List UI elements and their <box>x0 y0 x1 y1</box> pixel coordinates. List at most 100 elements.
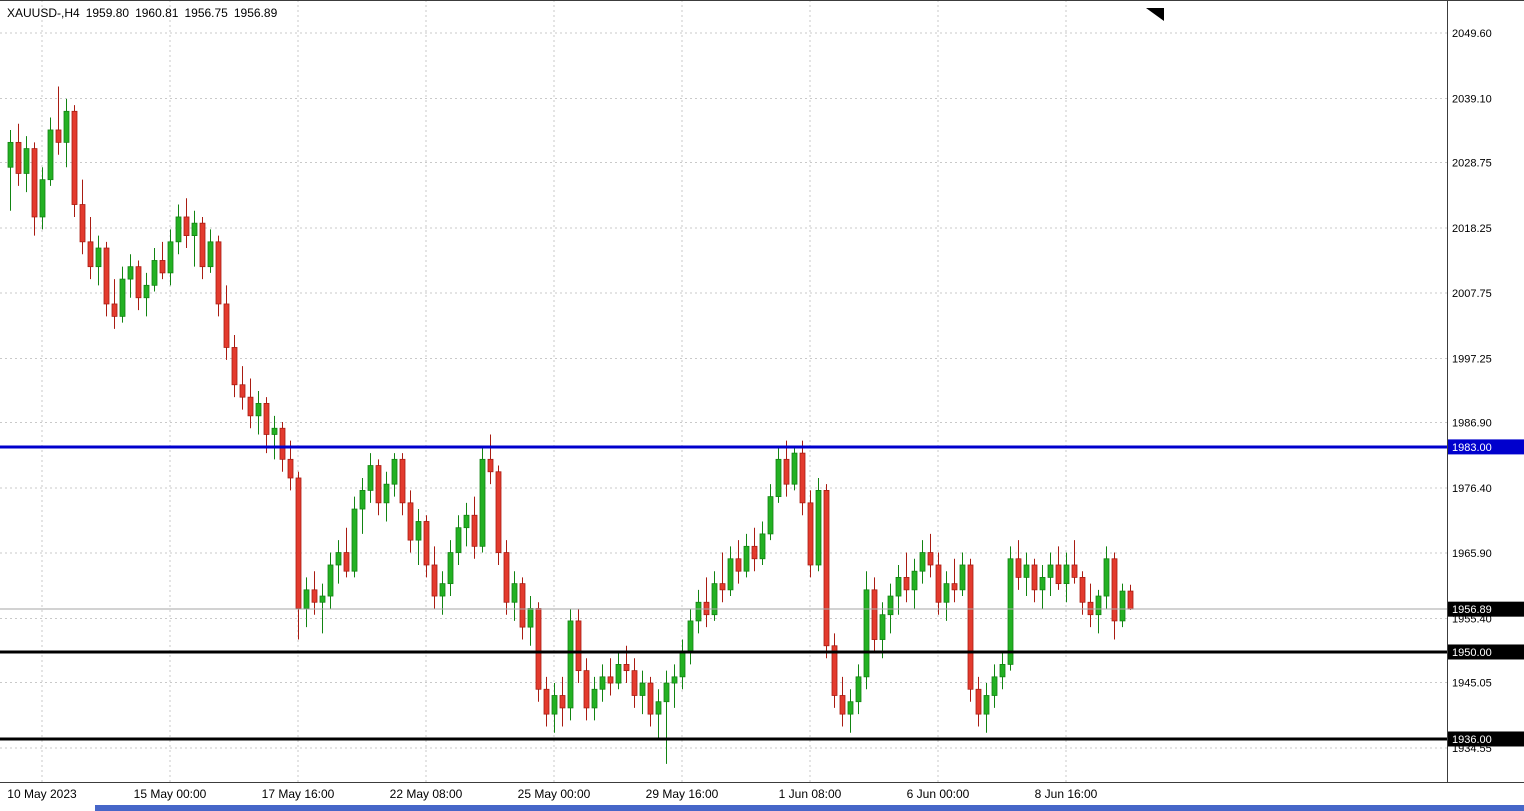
bull-candle <box>63 110 70 143</box>
bull-candle <box>855 676 862 703</box>
horizontal-scrollbar[interactable] <box>0 805 1524 811</box>
price-tick-label: 1976.40 <box>1452 483 1492 495</box>
price-tag-bg <box>1448 439 1524 455</box>
bear-candle <box>559 695 566 709</box>
price-tick-label: 2049.60 <box>1452 28 1492 40</box>
bear-candle <box>263 402 270 435</box>
bull-candle <box>95 247 102 268</box>
bull-candle <box>367 465 374 491</box>
bear-candle <box>583 670 590 709</box>
bull-candle <box>271 427 278 435</box>
bear-candle <box>495 471 502 553</box>
bear-candle <box>575 620 582 672</box>
bull-candle <box>695 601 702 622</box>
bull-candle <box>1095 595 1102 616</box>
bull-candle <box>39 179 46 218</box>
bull-candle <box>663 682 670 703</box>
bull-candle <box>23 148 30 174</box>
bull-candle <box>1119 590 1126 622</box>
bull-candle <box>327 564 334 597</box>
bull-candle <box>759 533 766 560</box>
price-tag: 1936.00 <box>1448 731 1524 747</box>
bull-candle <box>655 701 662 715</box>
bear-candle <box>431 564 438 597</box>
price-tick-label: 2007.75 <box>1452 288 1492 300</box>
candles-layer <box>7 86 1134 764</box>
price-tag-label: 1936.00 <box>1452 734 1492 746</box>
bear-candle <box>647 682 654 715</box>
symbol-period-label: XAUUSD-,H4 <box>7 6 80 20</box>
bull-candle <box>415 521 422 541</box>
bear-candle <box>807 502 814 566</box>
bull-candle <box>207 241 214 268</box>
bull-candle <box>911 570 918 591</box>
bull-candle <box>303 589 310 609</box>
bear-candle <box>375 465 382 504</box>
bull-candle <box>711 583 718 616</box>
bear-candle <box>239 384 246 398</box>
bull-candle <box>383 483 390 504</box>
bear-candle <box>1071 564 1078 578</box>
price-axis-labels: 2049.60 2039.10 2028.75 2018.25 2007.75 1997.… <box>1452 28 1492 755</box>
bull-candle <box>119 278 126 317</box>
date-tick-label: 10 May 2023 <box>7 787 77 801</box>
bull-candle <box>743 545 750 572</box>
bull-candle <box>1023 564 1030 578</box>
bull-candle <box>439 583 446 597</box>
bear-candle <box>135 266 142 299</box>
bear-candle <box>423 521 430 566</box>
bear-candle <box>927 552 934 566</box>
bull-candle <box>999 664 1006 678</box>
bear-candle <box>343 552 350 572</box>
bull-candle <box>151 260 158 286</box>
chart-shift-marker-icon[interactable] <box>1146 8 1164 21</box>
scrollbar-thumb[interactable] <box>95 805 1524 811</box>
bear-candle <box>1031 564 1038 591</box>
bear-candle <box>199 222 206 268</box>
bear-candle <box>799 452 806 504</box>
bear-candle <box>975 688 982 715</box>
bull-candle <box>127 266 134 280</box>
bear-candle <box>1055 564 1062 585</box>
bull-candle <box>991 676 998 696</box>
bear-candle <box>287 458 294 479</box>
bear-candle <box>1015 558 1022 578</box>
bull-candle <box>959 564 966 591</box>
bear-candle <box>623 664 630 672</box>
price-axis[interactable] <box>1447 0 1524 782</box>
bear-candle <box>103 247 110 305</box>
bull-candle <box>447 552 454 585</box>
bear-candle <box>871 589 878 640</box>
price-tag: 1956.89 <box>1448 601 1524 617</box>
bull-candle <box>919 552 926 572</box>
bear-candle <box>719 583 726 591</box>
bear-candle <box>831 645 838 696</box>
bull-candle <box>1039 577 1046 591</box>
bear-candle <box>31 148 38 218</box>
bear-candle <box>751 545 758 560</box>
bear-candle <box>87 241 94 268</box>
bear-candle <box>543 688 550 715</box>
bull-candle <box>791 452 798 485</box>
bear-candle <box>79 204 86 243</box>
bull-candle <box>983 695 990 715</box>
bear-candle <box>935 564 942 603</box>
price-tag-label: 1983.00 <box>1452 442 1492 454</box>
bear-candle <box>607 676 614 684</box>
bull-candle <box>1007 558 1014 665</box>
bull-candle <box>639 682 646 696</box>
bear-candle <box>407 502 414 541</box>
bull-candle <box>847 701 854 715</box>
ohlc-low: 1956.75 <box>184 6 228 20</box>
bull-candle <box>615 664 622 684</box>
chart-plot-area[interactable] <box>0 0 1447 782</box>
bull-candle <box>391 458 398 485</box>
price-tick-label: 2039.10 <box>1452 93 1492 105</box>
bull-candle <box>895 577 902 597</box>
price-tick-label: 1997.25 <box>1452 353 1492 365</box>
bear-candle <box>111 303 118 317</box>
price-tag-bg <box>1448 644 1524 660</box>
bull-candle <box>359 490 366 510</box>
